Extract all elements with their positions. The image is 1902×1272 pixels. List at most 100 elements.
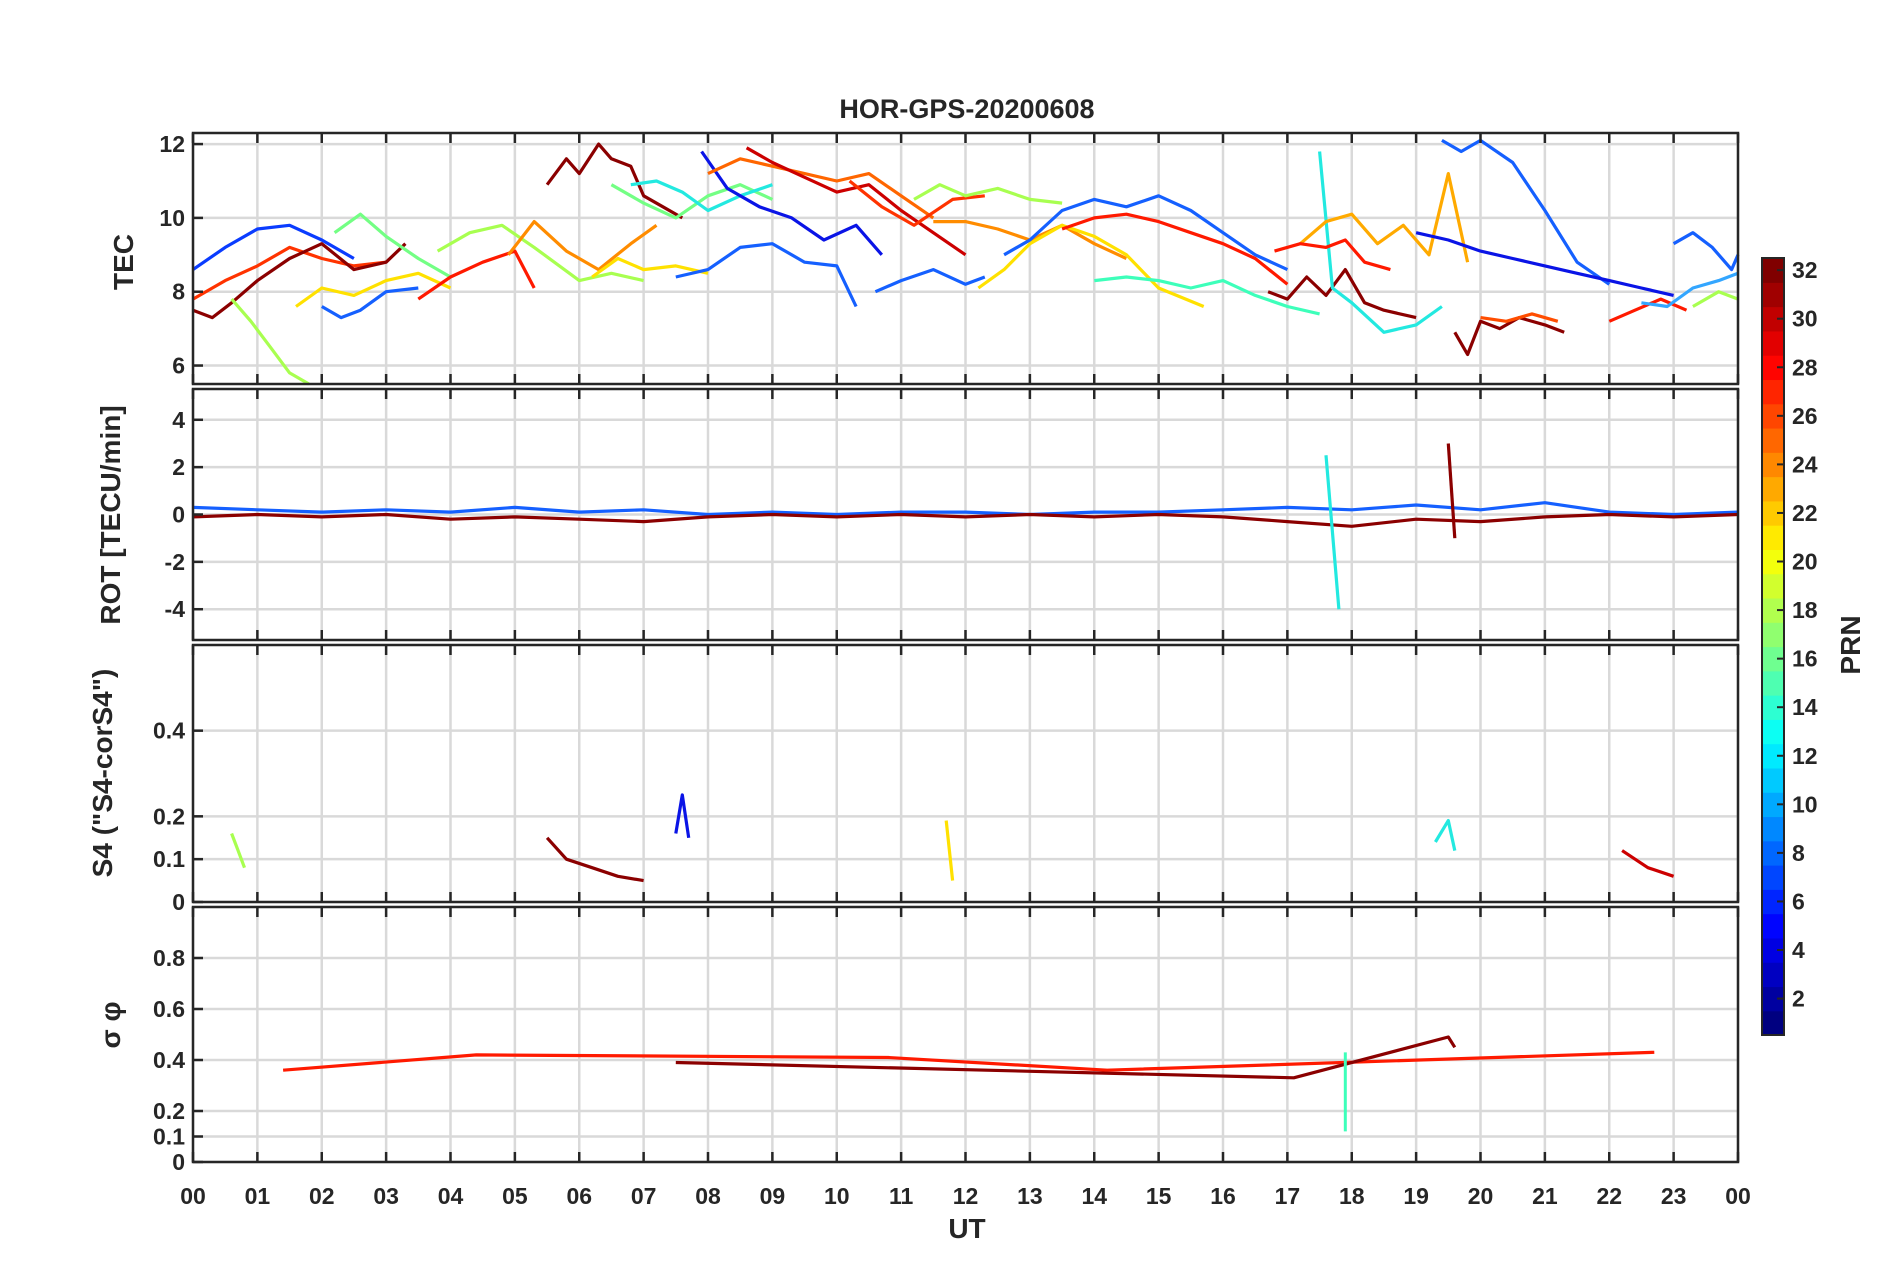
y-tick-label: 0 (172, 1149, 185, 1175)
y-axis-label: ROT [TECU/min] (95, 405, 126, 624)
series-line (436, 223, 644, 283)
panel-rot: -4 -2 0 2 4 ROT [TECU/min] (95, 387, 1740, 642)
x-tick-label: 08 (695, 1183, 721, 1209)
x-tick-label: 05 (502, 1183, 528, 1209)
series-line (675, 242, 858, 308)
x-tick-label: 02 (309, 1183, 335, 1209)
y-tick-label: 8 (172, 279, 185, 305)
series-line (1480, 312, 1559, 323)
colorbar-tick-label: 24 (1792, 451, 1818, 477)
colorbar-segment (1762, 865, 1784, 890)
y-tick-label: -4 (165, 596, 186, 622)
x-tick-label: 04 (438, 1183, 464, 1209)
y-tick-label: -2 (165, 549, 185, 575)
series-line (674, 793, 691, 839)
y-tick-label: 0.8 (153, 945, 185, 971)
x-tick-label: 07 (631, 1183, 657, 1209)
y-tick-label: 0.2 (153, 803, 185, 829)
series-line (192, 512, 1739, 528)
series-line (1318, 151, 1443, 334)
y-tick-label: 0.1 (153, 1124, 185, 1150)
series-line (591, 256, 709, 279)
x-tick-label: 18 (1339, 1183, 1365, 1209)
series-line (745, 146, 967, 257)
colorbar-tick-label: 4 (1792, 937, 1805, 963)
colorbar-segment (1762, 889, 1784, 915)
colorbar-tick-label: 10 (1792, 791, 1818, 817)
colorbar-segment (1762, 597, 1784, 623)
y-tick-label: 0.2 (153, 1098, 185, 1124)
colorbar-segment (1762, 427, 1784, 453)
figure-title: HOR-GPS-20200608 (839, 94, 1094, 124)
colorbar-segment (1762, 282, 1784, 308)
y-tick-label: 0 (172, 502, 185, 528)
series-line (1641, 271, 1739, 309)
series-line (1621, 849, 1675, 878)
x-tick-label: 00 (1725, 1183, 1751, 1209)
series-line (700, 150, 884, 256)
series-line (630, 179, 773, 213)
colorbar-tick-label: 20 (1792, 549, 1818, 575)
x-tick-label: 11 (889, 1183, 914, 1209)
y-tick-label: 0.1 (153, 846, 185, 872)
series-line (192, 242, 407, 320)
series-line (913, 183, 1063, 205)
colorbar-tick-label: 6 (1792, 888, 1805, 914)
series-line (874, 268, 986, 294)
y-tick-label: 4 (172, 407, 185, 433)
x-tick-label: 09 (760, 1183, 786, 1209)
colorbar-segment (1762, 549, 1784, 575)
colorbar-segment (1762, 719, 1784, 745)
x-tick-label: 00 (180, 1183, 206, 1209)
colorbar-segment (1762, 913, 1784, 939)
y-tick-label: 0.4 (153, 718, 185, 744)
colorbar-tick-label: 18 (1792, 597, 1818, 623)
series-line (1415, 231, 1674, 297)
series-line (707, 157, 935, 220)
series-line (1692, 290, 1739, 308)
y-tick-label: 0.6 (153, 996, 185, 1022)
colorbar-segment (1762, 1010, 1784, 1036)
y-tick-label: 0.4 (153, 1047, 185, 1073)
series-line (1299, 172, 1470, 263)
y-tick-label: 10 (159, 205, 185, 231)
x-tick-label: 06 (566, 1183, 592, 1209)
series-line (1441, 138, 1611, 286)
series-line (977, 223, 1205, 308)
series-line (1453, 316, 1565, 357)
colorbar-tick-label: 26 (1792, 403, 1818, 429)
x-tick-label: 14 (1081, 1183, 1107, 1209)
colorbar-segment (1762, 452, 1784, 478)
x-tick-label: 15 (1146, 1183, 1172, 1209)
series-line (230, 832, 246, 869)
colorbar-segment (1762, 403, 1784, 429)
series-line (1672, 231, 1740, 272)
colorbar-segment (1762, 792, 1784, 818)
x-axis-label: UT (948, 1213, 985, 1244)
colorbar-segment (1762, 816, 1784, 842)
series-line (192, 245, 387, 301)
x-tick-label: 23 (1661, 1183, 1687, 1209)
y-axis-label: TEC (108, 234, 139, 290)
colorbar-segment (1762, 646, 1784, 672)
series-line (417, 249, 536, 301)
colorbar-tick-label: 8 (1792, 840, 1805, 866)
colorbar-segment (1762, 962, 1784, 988)
series-line (1274, 238, 1391, 272)
x-tick-label: 20 (1468, 1183, 1494, 1209)
colorbar-frame (1761, 257, 1785, 1036)
colorbar-segment (1762, 379, 1784, 405)
series-line (944, 820, 955, 881)
x-tick-label: 12 (953, 1183, 979, 1209)
colorbar-segment (1762, 476, 1784, 502)
colorbar-segment (1762, 622, 1784, 648)
colorbar-segment (1762, 840, 1784, 866)
series-line (321, 286, 419, 320)
series-line (1094, 275, 1320, 316)
x-tick-label: 21 (1532, 1183, 1558, 1209)
series-line (545, 836, 644, 883)
colorbar-segment (1762, 986, 1784, 1012)
x-tick-label: 03 (373, 1183, 399, 1209)
